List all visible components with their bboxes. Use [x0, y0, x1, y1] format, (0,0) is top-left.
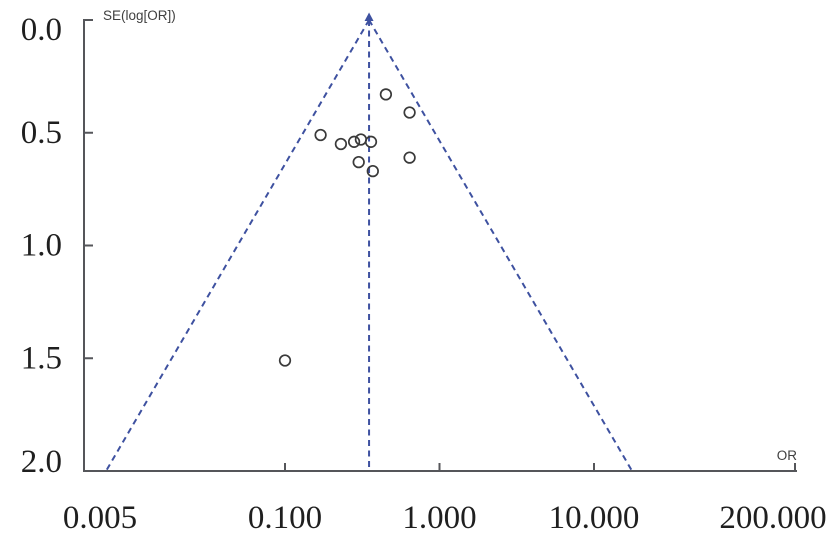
funnel-left-line — [105, 19, 370, 472]
data-point — [364, 135, 378, 148]
data-point — [403, 106, 416, 119]
x-tick-label: 1.000 — [402, 500, 476, 536]
data-point — [347, 135, 361, 148]
data-point — [379, 88, 393, 101]
data-point — [403, 151, 416, 164]
y-tick-label: 2.0 — [21, 444, 62, 480]
funnel-right-line — [368, 19, 633, 472]
x-tick-label: 200.000 — [719, 500, 826, 536]
x-axis-title: OR — [777, 448, 798, 463]
data-point — [314, 128, 327, 142]
data-point — [366, 164, 379, 178]
data-point — [278, 354, 292, 367]
x-tick-label: 10.000 — [549, 500, 640, 536]
funnel-apex-icon — [364, 12, 374, 21]
data-point — [352, 155, 365, 169]
data-point — [334, 137, 348, 151]
y-tick-label: 1.0 — [21, 228, 62, 264]
y-tick-label: 0.0 — [21, 12, 62, 48]
data-point — [354, 133, 368, 146]
y-tick-label: 1.5 — [21, 340, 62, 376]
x-tick-label: 0.100 — [248, 500, 322, 536]
x-tick-label: 0.005 — [63, 500, 137, 536]
y-tick-label: 0.5 — [21, 115, 62, 151]
y-axis-title: SE(log[OR]) — [103, 8, 176, 23]
